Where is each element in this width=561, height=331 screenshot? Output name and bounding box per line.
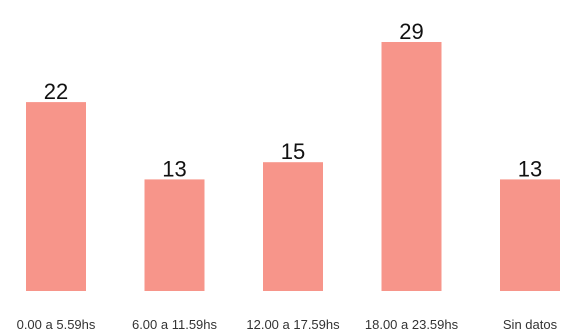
bar-6-00-a-11-59hs [144, 179, 205, 291]
value-label-sin-datos: 13 [518, 156, 542, 181]
value-label-0-00-a-5-59hs: 22 [44, 79, 68, 104]
bar-12-00-a-17-59hs [263, 162, 323, 291]
bars-layer [26, 42, 560, 291]
bar-sin-datos [500, 179, 560, 291]
x-tick-label-18-00-a-23-59hs: 18.00 a 23.59hs [365, 317, 459, 331]
x-tick-label-12-00-a-17-59hs: 12.00 a 17.59hs [246, 317, 340, 331]
value-label-6-00-a-11-59hs: 13 [162, 156, 186, 181]
bar-0-00-a-5-59hs [26, 102, 86, 291]
tick-labels-layer: 0.00 a 5.59hs 6.00 a 11.59hs 12.00 a 17.59… [17, 317, 558, 331]
x-tick-label-6-00-a-11-59hs: 6.00 a 11.59hs [132, 317, 218, 331]
x-tick-label-0-00-a-5-59hs: 0.00 a 5.59hs [17, 317, 96, 331]
bar-18-00-a-23-59hs [381, 42, 442, 291]
value-label-12-00-a-17-59hs: 15 [281, 139, 305, 164]
x-tick-label-sin-datos: Sin datos [503, 317, 558, 331]
value-label-18-00-a-23-59hs: 29 [399, 19, 423, 44]
value-labels-layer: 22 13 15 29 13 [44, 19, 542, 181]
